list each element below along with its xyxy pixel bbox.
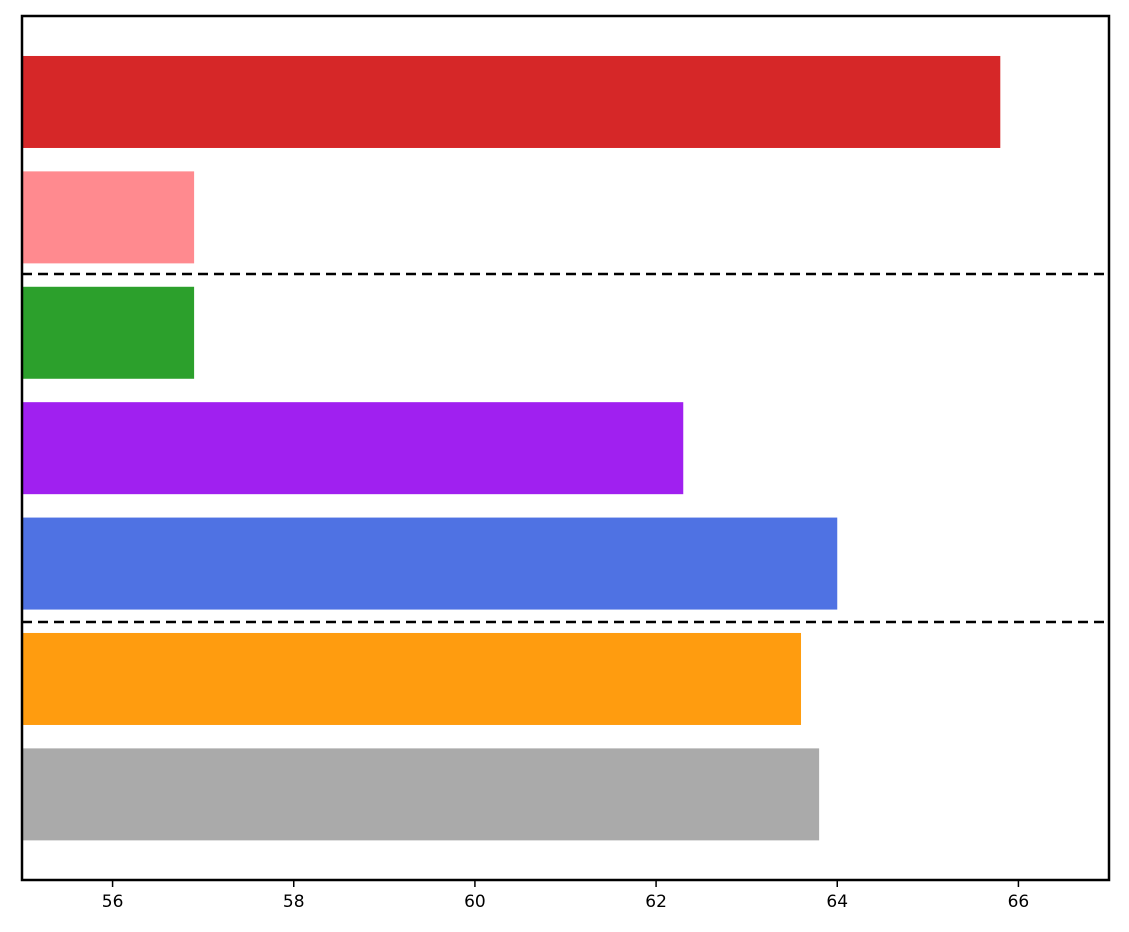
x-tick-label: 56 [102,892,124,912]
x-tick-label: 62 [645,892,667,912]
bar [22,55,1001,148]
x-tick-label: 64 [826,892,848,912]
x-tick-label: 60 [464,892,486,912]
bar [22,402,684,495]
plot-frame [20,14,1111,882]
bar [22,632,802,725]
x-tick-label: 58 [283,892,305,912]
bar [22,171,195,264]
bar [22,286,195,379]
bar [22,748,820,841]
bar [22,517,838,610]
x-tick-label: 66 [1008,892,1030,912]
